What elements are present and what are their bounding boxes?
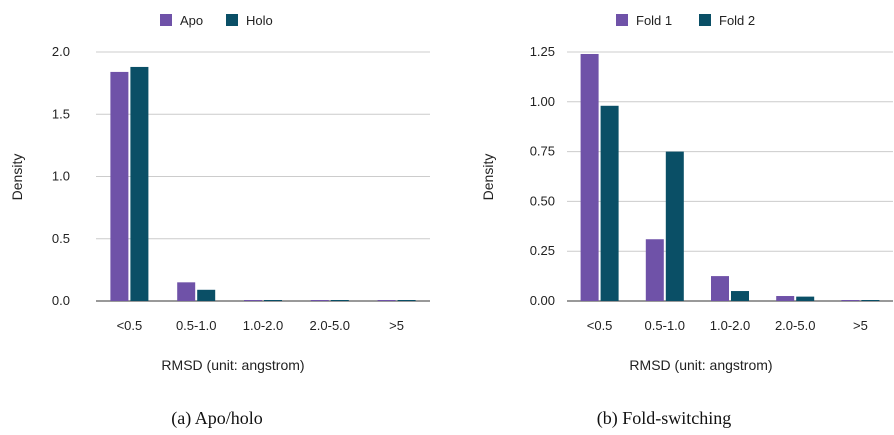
bar-series-2-0 bbox=[130, 66, 149, 301]
x-tick-label: 0.5-1.0 bbox=[645, 318, 685, 333]
x-tick-label: 0.5-1.0 bbox=[176, 318, 216, 333]
bar-series-1-0 bbox=[580, 53, 599, 301]
legend-label-series-2: Holo bbox=[246, 13, 273, 28]
y-tick-label: 1.25 bbox=[530, 44, 555, 59]
chart-fold-switching: Fold 1 Fold 2 0.00 0.25 0.50 0.75 1.00 1.25 <… bbox=[480, 13, 893, 429]
legend-label-series-1: Fold 1 bbox=[636, 13, 672, 28]
x-tick-label: 2.0-5.0 bbox=[775, 318, 815, 333]
x-tick-labels: <0.5 0.5-1.0 1.0-2.0 2.0-5.0 >5 bbox=[117, 318, 404, 333]
bar-series-1-2 bbox=[244, 300, 262, 301]
chart-apo-holo: Apo Holo 0.0 0.5 1.0 1.5 2.0 <0.5 0.5-1.0 1.0-… bbox=[9, 13, 430, 429]
bar-series-1-4 bbox=[377, 300, 396, 301]
x-tick-label: >5 bbox=[389, 318, 404, 333]
y-tick-label: 0.0 bbox=[52, 293, 70, 308]
bar-series-2-3 bbox=[796, 296, 815, 301]
legend-swatch-series-2 bbox=[699, 14, 711, 26]
caption: (b) Fold-switching bbox=[597, 408, 732, 429]
bar-series-2-4 bbox=[397, 300, 416, 301]
y-axis-title: Density bbox=[9, 154, 25, 201]
bar-series-2-2 bbox=[264, 300, 282, 301]
y-tick-label: 0.5 bbox=[52, 231, 70, 246]
gridlines bbox=[96, 51, 430, 302]
legend-swatch-series-1 bbox=[616, 14, 628, 26]
x-axis-title: RMSD (unit: angstrom) bbox=[629, 357, 772, 373]
y-tick-label: 0.50 bbox=[530, 193, 555, 208]
legend-swatch-series-2 bbox=[226, 14, 238, 26]
bar-series-2-1 bbox=[665, 151, 684, 301]
y-tick-label: 1.0 bbox=[52, 169, 70, 184]
caption: (a) Apo/holo bbox=[171, 408, 263, 429]
bars bbox=[580, 53, 880, 301]
bar-series-2-0 bbox=[600, 105, 619, 301]
y-tick-label: 0.00 bbox=[530, 293, 555, 308]
bar-series-1-1 bbox=[177, 282, 196, 301]
bar-series-1-3 bbox=[310, 300, 329, 301]
y-tick-label: 0.75 bbox=[530, 144, 555, 159]
x-tick-label: 1.0-2.0 bbox=[710, 318, 750, 333]
x-tick-label: <0.5 bbox=[587, 318, 613, 333]
gridlines bbox=[567, 51, 893, 302]
bar-series-1-3 bbox=[776, 296, 795, 301]
bar-series-1-4 bbox=[841, 300, 860, 301]
x-axis-title: RMSD (unit: angstrom) bbox=[161, 357, 304, 373]
y-tick-label: 1.5 bbox=[52, 106, 70, 121]
bar-series-2-3 bbox=[330, 300, 349, 301]
y-tick-labels: 0.00 0.25 0.50 0.75 1.00 1.25 bbox=[530, 44, 555, 308]
legend: Fold 1 Fold 2 bbox=[616, 13, 755, 28]
x-tick-label: 2.0-5.0 bbox=[310, 318, 350, 333]
x-tick-labels: <0.5 0.5-1.0 1.0-2.0 2.0-5.0 >5 bbox=[587, 318, 868, 333]
y-tick-labels: 0.0 0.5 1.0 1.5 2.0 bbox=[52, 44, 70, 308]
bars bbox=[110, 66, 416, 301]
bar-series-2-4 bbox=[861, 300, 880, 301]
legend-swatch-series-1 bbox=[160, 14, 172, 26]
legend-label-series-1: Apo bbox=[180, 13, 203, 28]
bar-series-2-2 bbox=[731, 291, 749, 301]
bar-series-1-1 bbox=[645, 239, 664, 301]
legend-label-series-2: Fold 2 bbox=[719, 13, 755, 28]
legend: Apo Holo bbox=[160, 13, 273, 28]
bar-series-1-2 bbox=[711, 276, 729, 301]
y-tick-label: 2.0 bbox=[52, 44, 70, 59]
bar-series-1-0 bbox=[110, 71, 129, 301]
y-axis-title: Density bbox=[480, 154, 496, 201]
x-tick-label: 1.0-2.0 bbox=[243, 318, 283, 333]
x-tick-label: <0.5 bbox=[117, 318, 143, 333]
x-tick-label: >5 bbox=[853, 318, 868, 333]
bar-series-2-1 bbox=[197, 289, 216, 301]
y-tick-label: 0.25 bbox=[530, 243, 555, 258]
y-tick-label: 1.00 bbox=[530, 94, 555, 109]
